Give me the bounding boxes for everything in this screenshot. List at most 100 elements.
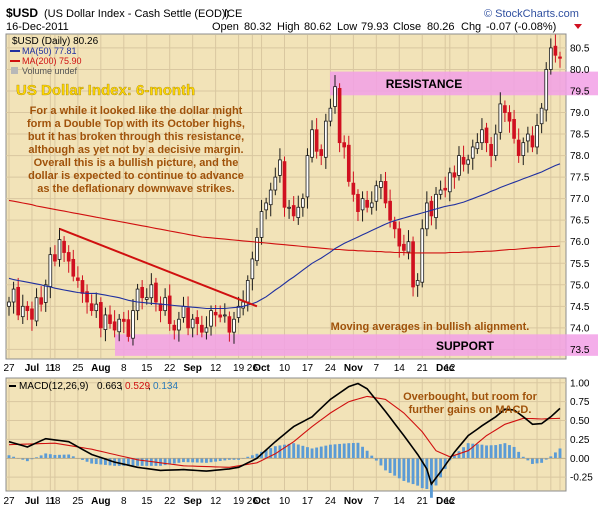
quote-date: 16-Dec-2011 — [6, 21, 69, 33]
candle-body — [181, 305, 186, 318]
macd-histogram-bar — [218, 458, 222, 462]
macd-ytick-label: 1.00 — [570, 378, 590, 389]
candle-body — [461, 156, 466, 165]
chg-label: Chg — [461, 21, 481, 33]
macd-histogram-bar — [273, 446, 277, 459]
candle-body — [466, 159, 470, 165]
candle-body — [39, 297, 43, 305]
macd-histogram-bar — [7, 455, 11, 459]
macd-histogram-bar — [301, 445, 305, 459]
candle-body — [108, 314, 112, 324]
macd-histogram-bar — [104, 458, 107, 465]
candle-body — [76, 277, 80, 281]
candle-body — [429, 200, 434, 217]
candle-body — [374, 185, 379, 202]
macd-histogram-bar — [223, 458, 227, 461]
resistance-label: RESISTANCE — [386, 77, 462, 91]
x-tick-label: Nov — [344, 363, 363, 374]
candle-body — [553, 45, 558, 56]
macd-histogram-bar — [494, 445, 498, 459]
annotation-line-5: Overall this is a bullish picture, and t… — [34, 157, 239, 169]
candle-body — [516, 139, 521, 156]
macd-histogram-bar — [250, 455, 254, 459]
price-ytick-label: 77.5 — [570, 173, 590, 184]
price-ytick-label: 76.0 — [570, 237, 590, 248]
macd-histogram-bar — [452, 455, 456, 459]
close-label: Close — [393, 21, 421, 33]
candle-body — [167, 295, 172, 324]
candle-body — [186, 307, 190, 329]
candle-body — [392, 221, 397, 230]
candle-body — [296, 206, 301, 219]
x-tick-label: 11 — [45, 496, 56, 507]
legend-volume: Volume undef — [22, 66, 78, 76]
x-tick-label: 14 — [394, 363, 406, 374]
macd-histogram-bar — [209, 458, 213, 463]
candle-body — [131, 310, 135, 339]
macd-histogram-bar — [145, 458, 149, 466]
macd-histogram-bar — [328, 444, 332, 459]
annotation-line-3: but it has broken through this resistanc… — [28, 131, 244, 143]
macd-histogram-bar — [186, 458, 190, 463]
price-ytick-label: 79.0 — [570, 108, 590, 119]
macd-histogram-bar — [439, 458, 443, 478]
open-label: Open — [212, 21, 239, 33]
candle-body — [480, 129, 484, 144]
macd-histogram-bar — [292, 443, 296, 459]
macd-note-2: further gains on MACD. — [409, 404, 532, 416]
macd-histogram-bar — [315, 447, 319, 459]
x-tick-label: 8 — [121, 363, 127, 374]
macd-legend-value-1: 0.663 — [97, 381, 122, 392]
annotation-line-6: dollar is expected to continue to advanc… — [28, 170, 244, 182]
candle-body — [420, 228, 425, 283]
macd-legend-sep-2: , — [148, 381, 151, 392]
macd-histogram-bar — [30, 458, 34, 460]
candle-body — [66, 252, 71, 262]
candle-body — [273, 176, 278, 191]
x-tick-label: 11 — [45, 363, 56, 374]
macd-histogram-bar — [53, 454, 57, 459]
candle-body — [149, 284, 154, 299]
macd-ytick-label: 0.75 — [570, 397, 590, 408]
price-ytick-label: 80.0 — [570, 65, 590, 76]
candle-body — [493, 133, 498, 156]
macd-histogram-bar — [214, 458, 218, 462]
legend-main: $USD (Daily) 80.26 — [12, 36, 99, 47]
price-ytick-label: 78.0 — [570, 151, 590, 162]
macd-histogram-bar — [108, 458, 112, 466]
symbol: $USD — [6, 6, 38, 20]
macd-histogram-bar — [351, 442, 355, 459]
candle-body — [369, 202, 374, 208]
candle-body — [521, 142, 526, 156]
macd-histogram-bar — [544, 458, 548, 460]
macd-histogram-bar — [177, 458, 181, 463]
x-tick-label: Jul — [25, 496, 40, 507]
candle-body — [388, 200, 392, 221]
macd-histogram-bar — [549, 456, 553, 459]
macd-histogram-bar — [407, 458, 410, 483]
open-value: 80.32 — [244, 21, 272, 33]
x-tick-label: 22 — [164, 496, 176, 507]
x-tick-label: Oct — [253, 363, 270, 374]
macd-histogram-bar — [159, 458, 162, 466]
price-ytick-label: 74.0 — [570, 323, 590, 334]
security-name: (US Dollar Index - Cash Settle (EOD)) — [44, 8, 229, 20]
macd-histogram-bar — [255, 453, 259, 459]
macd-histogram-bar — [182, 458, 185, 463]
candle-body — [438, 189, 443, 195]
price-ytick-label: 73.5 — [570, 345, 590, 356]
candle-body — [452, 172, 457, 178]
candle-body — [172, 324, 177, 331]
macd-histogram-bar — [498, 444, 502, 459]
macd-histogram-bar — [191, 458, 195, 463]
candle-body — [222, 314, 227, 317]
candle-body — [530, 135, 535, 148]
macd-histogram-bar — [471, 443, 475, 459]
candle-body — [57, 239, 62, 260]
candle-body — [218, 314, 223, 318]
macd-histogram-bar — [420, 458, 424, 489]
macd-histogram-bar — [475, 444, 479, 459]
candle-body — [535, 125, 539, 148]
candle-body — [457, 155, 461, 176]
annotation-title: US Dollar Index: 6-month — [16, 82, 195, 99]
